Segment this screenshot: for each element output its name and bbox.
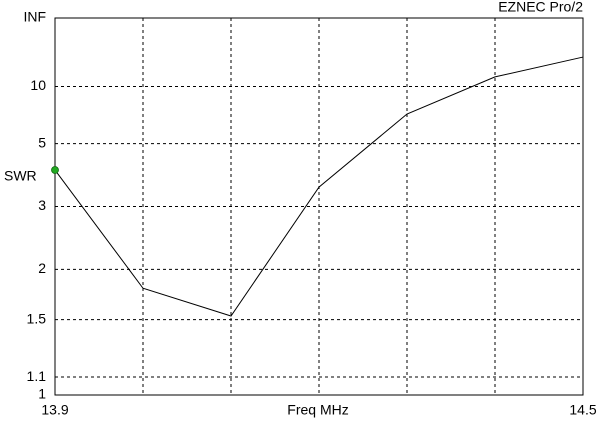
y-tick-label: INF <box>23 9 46 25</box>
y-tick-label: 5 <box>38 134 46 150</box>
x-tick-label: 14.5 <box>569 402 596 418</box>
y-tick-label: 2 <box>38 260 46 276</box>
y-tick-label: 3 <box>38 197 46 213</box>
y-axis-label: SWR <box>4 168 37 184</box>
cursor-marker <box>51 166 59 174</box>
swr-line <box>54 56 584 317</box>
plot-frame <box>54 17 584 396</box>
y-tick-label: 10 <box>30 77 46 93</box>
chart-title: EZNEC Pro/2 <box>498 0 583 15</box>
x-tick-label: 13.9 <box>41 402 68 418</box>
y-tick-label: 1.1 <box>27 368 47 384</box>
x-axis-label: Freq MHz <box>287 402 348 418</box>
y-tick-label: 1 <box>38 386 46 402</box>
y-tick-label: 1.5 <box>27 310 47 326</box>
